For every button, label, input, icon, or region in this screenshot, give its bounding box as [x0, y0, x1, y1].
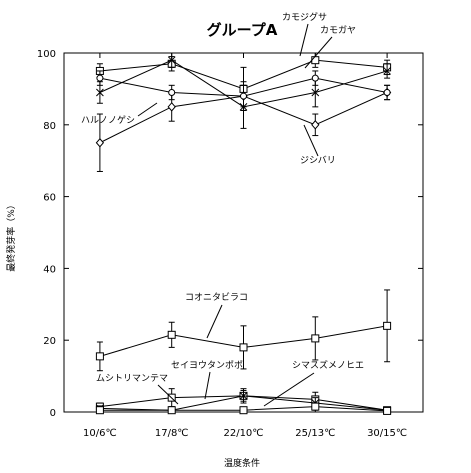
- annotation-leader: [263, 372, 315, 407]
- x-tick-label: 30/15℃: [367, 428, 407, 439]
- annotation-leader: [206, 304, 223, 339]
- annotation-2: ハルノノゲシ: [81, 102, 158, 126]
- diamond-marker: [311, 120, 320, 130]
- y-tick-label: 80: [43, 121, 56, 132]
- circle-marker: [96, 74, 104, 82]
- circle-marker: [240, 92, 247, 100]
- x-marker: [311, 88, 320, 97]
- square-marker: [95, 406, 104, 415]
- diamond-marker: [95, 137, 105, 148]
- annotation-1: カモガヤ: [304, 25, 356, 69]
- annotation-leader: [137, 102, 158, 117]
- annotation-label: ジシバリ: [300, 155, 336, 166]
- annotation-0: カモジグサ: [282, 11, 327, 57]
- x-tick-label: 25/13℃: [295, 428, 335, 439]
- square-marker: [383, 321, 392, 330]
- circle-marker: [383, 88, 391, 96]
- annotation-leader: [157, 384, 179, 405]
- annotation-7: シマスズメノヒエ: [263, 359, 364, 407]
- y-tick-label: 100: [37, 49, 56, 60]
- square-marker: [167, 330, 176, 339]
- annotation-3: ジシバリ: [300, 124, 336, 166]
- square-marker: [311, 56, 320, 65]
- x-marker-stroke: [167, 56, 176, 65]
- y-axis-label: 最終発芽率（%）: [5, 200, 17, 272]
- annotation-leader: [303, 124, 319, 157]
- x-marker: [96, 88, 104, 97]
- annotation-label: カモガヤ: [320, 25, 356, 36]
- series-4: [95, 289, 392, 372]
- annotation-label: コオニタビラコ: [185, 292, 248, 303]
- circle-marker: [168, 88, 176, 96]
- x-marker-stroke: [383, 67, 391, 75]
- x-tick-label: 10/6℃: [83, 428, 117, 439]
- x-marker-stroke: [239, 391, 248, 400]
- square-marker: [95, 352, 104, 361]
- series-7: [95, 402, 392, 415]
- square-marker: [311, 334, 320, 343]
- annotation-label: ムシトリマンテマ: [96, 373, 168, 384]
- annotation-leader: [304, 36, 333, 69]
- square-marker: [239, 343, 248, 352]
- annotation-5: セイヨウタンポポ: [171, 360, 243, 400]
- x-axis-label: 温度条件: [224, 457, 260, 469]
- annotation-leader: [204, 371, 211, 400]
- x-tick-label: 22/10℃: [223, 428, 263, 439]
- x-marker-stroke: [96, 88, 104, 97]
- annotation-label: カモジグサ: [282, 11, 327, 23]
- x-marker: [383, 67, 391, 75]
- square-marker: [383, 406, 392, 415]
- x-marker-stroke: [311, 88, 320, 97]
- square-marker: [239, 406, 248, 415]
- y-tick-label: 60: [43, 193, 56, 204]
- diamond-marker: [167, 102, 176, 112]
- circle-marker: [311, 74, 319, 82]
- annotation-label: セイヨウタンポポ: [171, 360, 243, 371]
- annotation-label: ハルノノゲシ: [81, 114, 135, 126]
- annotations: カモジグサカモガヤハルノノゲシジシバリコオニタビラコセイヨウタンポポムシトリマン…: [81, 11, 364, 407]
- y-tick-label: 0: [50, 408, 56, 419]
- chart-title: グループA: [207, 21, 278, 39]
- annotation-leader: [299, 23, 309, 57]
- annotation-label: シマスズメノヒエ: [292, 359, 364, 371]
- square-marker: [311, 402, 320, 411]
- x-marker: [239, 391, 248, 400]
- y-axis: 0 20 40 60 80 100: [37, 49, 423, 419]
- annotation-6: ムシトリマンテマ: [96, 373, 179, 405]
- series-3: [96, 70, 391, 108]
- y-tick-label: 20: [43, 336, 56, 347]
- annotation-4: コオニタビラコ: [185, 292, 248, 339]
- square-marker: [167, 406, 176, 415]
- x-tick-label: 17/8℃: [155, 428, 189, 439]
- x-marker: [167, 56, 176, 65]
- y-tick-label: 40: [43, 264, 56, 275]
